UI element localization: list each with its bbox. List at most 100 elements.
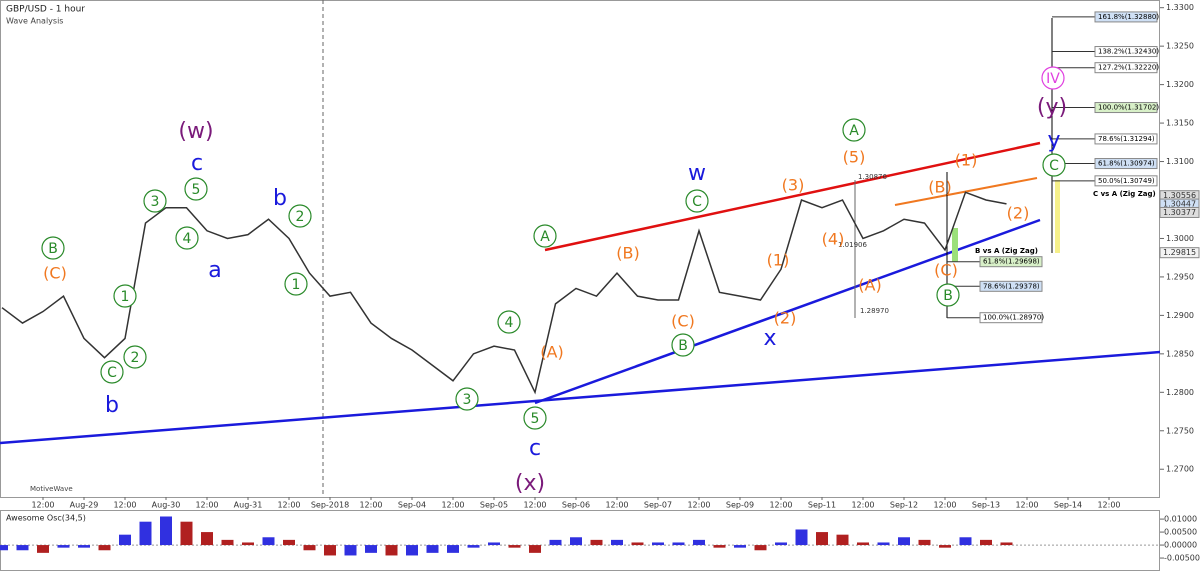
x-tick-label: 12:00: [851, 501, 874, 510]
fib-box: [979, 312, 1043, 324]
wave-label: (4): [822, 230, 845, 249]
osc-bar: [57, 545, 70, 548]
osc-bar: [98, 545, 111, 551]
osc-bar: [221, 539, 234, 546]
x-tick-label: Sep-2018: [311, 501, 349, 510]
fib-label: 100.0%(1.31702): [1098, 104, 1159, 112]
wave-circle: [288, 204, 312, 228]
wave-label: C: [692, 194, 702, 210]
fib-label: 78.6%(1.31294): [1098, 135, 1155, 143]
fib-box: [1094, 158, 1158, 170]
osc-bar: [939, 545, 951, 548]
osc-bar: [754, 545, 767, 551]
x-tick-label: Aug-30: [152, 501, 181, 510]
wave-label: w: [688, 161, 706, 186]
osc-bar: [857, 542, 869, 546]
osc-bar: [365, 545, 377, 553]
x-tick-label: Sep-14: [1054, 501, 1082, 510]
fib-label: 78.6%(1.29378): [983, 282, 1040, 290]
wave-label: c: [191, 151, 203, 176]
wave-label: (y): [1037, 95, 1067, 120]
fib-label: 138.2%(1.32430): [1098, 48, 1159, 56]
wave-label: C: [1049, 158, 1059, 174]
wave-label: b: [273, 186, 287, 211]
osc-title: Awesome Osc(34,5): [6, 514, 86, 523]
wave-circle: [113, 284, 137, 308]
x-tick-label: 12:00: [441, 501, 464, 510]
x-tick-label: Sep-13: [972, 501, 1000, 510]
x-tick-label: 12:00: [769, 501, 792, 510]
projection-bar: [1055, 180, 1060, 253]
price-tag-label: 1.29815: [1163, 248, 1196, 257]
fib-box: [1094, 175, 1158, 187]
price-tag-label: 1.30377: [1163, 208, 1196, 217]
y-tick-label: 1.2950: [1166, 272, 1194, 281]
wave-label: A: [540, 229, 550, 245]
osc-bar: [877, 542, 890, 546]
x-tick-label: 12:00: [31, 501, 54, 510]
x-tick-label: 12:00: [1097, 501, 1120, 510]
wave-label: c: [529, 436, 541, 461]
osc-bar: [672, 542, 685, 546]
price-line: [1, 191, 1007, 395]
wave-label: 3: [463, 392, 472, 408]
wave-label: 5: [192, 182, 201, 198]
osc-bar: [180, 521, 193, 546]
wave-label: (x): [515, 471, 545, 496]
y-tick-label: 1.3200: [1166, 80, 1194, 89]
y-tick-label: 1.2900: [1166, 311, 1194, 320]
x-tick-label: 12:00: [523, 501, 546, 510]
price-note: 1.01906: [838, 241, 867, 249]
wave-label: (w): [178, 119, 213, 144]
wave-label: 3: [151, 194, 160, 210]
x-tick-label: 12:00: [195, 501, 218, 510]
osc-bar: [467, 545, 480, 548]
wave-label: (1): [767, 251, 790, 270]
wave-label: (A): [540, 343, 563, 362]
osc-bar: [160, 516, 172, 546]
wave-label: B: [943, 288, 953, 304]
trendline: [0, 350, 1161, 445]
osc-bar: [37, 545, 49, 553]
y-tick-label: -0.00500: [1164, 554, 1200, 563]
osc-bar: [1000, 542, 1013, 546]
wave-label: (C): [671, 312, 695, 331]
fib-label: 127.2%(1.32220): [1098, 64, 1159, 72]
y-tick-label: 1.2850: [1166, 349, 1194, 358]
wave-circle: [671, 333, 695, 357]
fib-title: C vs A (Zig Zag): [1093, 190, 1156, 198]
osc-bar: [570, 537, 582, 546]
y-tick-label: 1.2700: [1166, 465, 1194, 474]
x-tick-label: 12:00: [933, 501, 956, 510]
osc-bar: [631, 542, 644, 546]
y-tick-label: 1.3100: [1166, 157, 1194, 166]
wave-circle: [842, 118, 866, 142]
x-tick-label: Sep-07: [644, 501, 672, 510]
wave-label: 2: [296, 209, 305, 225]
fib-label: 61.8%(1.30974): [1098, 160, 1155, 168]
price-tag-label: 1.30556: [1163, 191, 1196, 200]
x-tick-label: Sep-09: [726, 501, 754, 510]
osc-bar: [713, 545, 726, 548]
wave-label: 1: [292, 277, 301, 293]
osc-bar: [385, 545, 398, 556]
osc-bar: [775, 542, 787, 546]
wave-circle: [533, 224, 557, 248]
osc-bar: [201, 532, 213, 546]
fib-label: 50.0%(1.30749): [1098, 177, 1155, 185]
y-tick-label: 1.3000: [1166, 234, 1194, 243]
wave-circle: [184, 177, 208, 201]
fib-box: [979, 280, 1043, 292]
chart-title: GBP/USD - 1 hour: [6, 5, 85, 15]
y-tick-label: 1.2750: [1166, 426, 1194, 435]
wave-label: (C): [43, 264, 67, 283]
wave-label: 1: [121, 289, 130, 305]
wave-label: y: [1047, 128, 1060, 153]
wave-label: (B): [928, 178, 951, 197]
x-tick-label: Sep-12: [890, 501, 918, 510]
osc-bar: [734, 545, 746, 548]
fib-box: [1094, 133, 1158, 145]
x-tick-label: 12:00: [687, 501, 710, 510]
